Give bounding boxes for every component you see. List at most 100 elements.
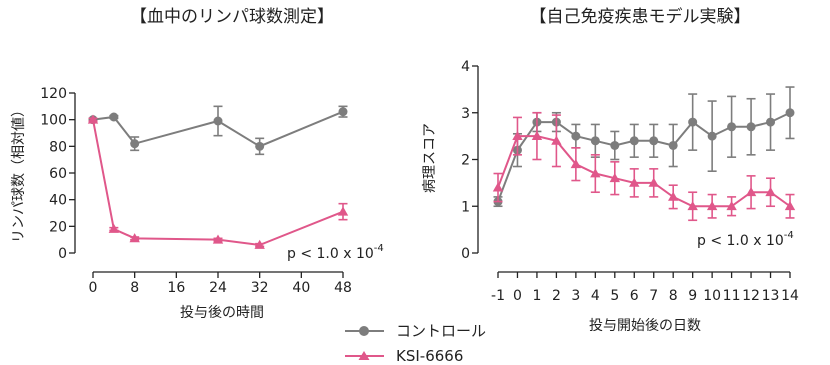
data-point	[668, 191, 679, 201]
x-tick-label: 48	[334, 280, 352, 296]
x-tick-label: 14	[781, 288, 799, 304]
data-point	[706, 201, 718, 211]
data-point	[512, 130, 523, 141]
x-tick-label: 32	[251, 280, 269, 296]
data-point	[746, 122, 756, 132]
data-point	[648, 177, 659, 187]
data-point	[649, 136, 659, 146]
series-line	[497, 111, 791, 202]
data-point	[590, 136, 600, 146]
y-tick-label: 1	[461, 199, 470, 215]
y-tick-label: 4	[461, 59, 470, 75]
data-point	[687, 201, 698, 211]
x-tick-label: -1	[491, 288, 505, 304]
x-tick-label: 0	[89, 280, 98, 296]
chart-lymphocyte: 【血中のリンパ球数測定】 リンパ球数（相対値） 投与後の時間 p < 1.0 x…	[11, 7, 384, 321]
chart-pathology-score: 【自己免疫疾患モデル実験】 病理スコア 投与開始後の日数 p < 1.0 x 1…	[422, 6, 799, 334]
data-point	[87, 114, 99, 124]
data-point	[570, 158, 582, 169]
data-point	[337, 206, 349, 216]
y-tick-label: 0	[58, 246, 67, 262]
legend-label-ksi6666: KSI-6666	[396, 347, 463, 365]
y-axis-label: 病理スコア	[422, 123, 438, 193]
p-value-annotation: p < 1.0 x 10-4	[287, 243, 384, 262]
data-point	[109, 112, 119, 122]
x-tick-label: 13	[762, 288, 780, 304]
x-tick-label: 11	[723, 288, 741, 304]
legend-label-control: コントロール	[396, 322, 486, 340]
x-tick-label: 1	[532, 288, 541, 304]
series-ksi6666	[492, 111, 796, 222]
legend-marker-control	[359, 326, 369, 336]
p-value-text: p < 1.0 x 10	[697, 233, 784, 249]
data-point	[531, 130, 543, 141]
y-tick-label: 120	[40, 86, 67, 102]
x-tick-label: 10	[703, 288, 721, 304]
data-point	[766, 117, 776, 127]
chart-title: 【自己免疫疾患モデル実験】	[530, 6, 751, 27]
y-tick-label: 20	[49, 219, 67, 235]
y-tick-label: 2	[461, 153, 470, 169]
data-point	[784, 201, 796, 211]
axes: 0 20 40 60 80 100 120 0 8 16 24 32 40 48	[40, 86, 352, 296]
data-point	[609, 173, 620, 183]
data-point	[213, 116, 223, 126]
data-point	[551, 135, 562, 145]
x-tick-label: 7	[649, 288, 658, 304]
y-tick-label: 0	[461, 246, 470, 262]
x-tick-label: 9	[688, 288, 697, 304]
x-axis-label: 投与後の時間	[180, 305, 264, 321]
p-value-annotation: p < 1.0 x 10-4	[697, 230, 794, 249]
data-point	[590, 168, 601, 178]
x-tick-label: 5	[610, 288, 619, 304]
p-value-exponent: -4	[784, 230, 794, 241]
p-value-text: p < 1.0 x 10	[287, 246, 374, 262]
y-tick-label: 60	[49, 166, 67, 182]
legend-item-control: コントロール	[345, 322, 486, 340]
data-point	[785, 108, 795, 118]
series-control	[493, 86, 795, 208]
data-point	[255, 141, 265, 151]
y-tick-label: 40	[49, 193, 67, 209]
data-point	[254, 239, 265, 249]
series-line	[497, 135, 791, 208]
x-tick-label: 16	[167, 280, 185, 296]
data-point	[610, 140, 620, 150]
x-tick-label: 0	[513, 288, 522, 304]
p-value-exponent: -4	[374, 243, 384, 254]
data-point	[129, 233, 140, 243]
x-tick-label: 6	[630, 288, 639, 304]
data-point	[571, 131, 581, 141]
data-point	[745, 187, 757, 197]
data-point	[492, 182, 504, 192]
legend-marker-ksi6666	[358, 351, 370, 360]
legend-item-ksi6666: KSI-6666	[345, 347, 463, 365]
series-ksi6666	[87, 114, 349, 249]
x-axis-label: 投与開始後の日数	[589, 318, 701, 334]
x-tick-label: 40	[292, 280, 310, 296]
data-point	[727, 122, 737, 132]
data-point	[108, 223, 120, 233]
chart-title: 【血中のリンパ球数測定】	[130, 7, 334, 27]
series-control	[88, 105, 348, 156]
x-tick-label: 8	[669, 288, 678, 304]
x-tick-label: 4	[591, 288, 600, 304]
x-tick-label: 3	[571, 288, 580, 304]
data-point	[707, 131, 717, 141]
data-point	[668, 140, 678, 150]
data-point	[765, 187, 776, 197]
data-point	[338, 107, 348, 117]
y-tick-label: 3	[461, 106, 470, 122]
data-point	[726, 201, 737, 211]
x-tick-label: 24	[209, 280, 227, 296]
data-point	[688, 117, 698, 127]
x-tick-label: 8	[130, 280, 139, 296]
x-tick-label: 2	[552, 288, 561, 304]
data-point	[130, 139, 140, 149]
data-point	[629, 136, 639, 146]
data-point	[212, 234, 224, 244]
legend: コントロール KSI-6666	[345, 322, 486, 365]
y-tick-label: 100	[40, 113, 67, 129]
